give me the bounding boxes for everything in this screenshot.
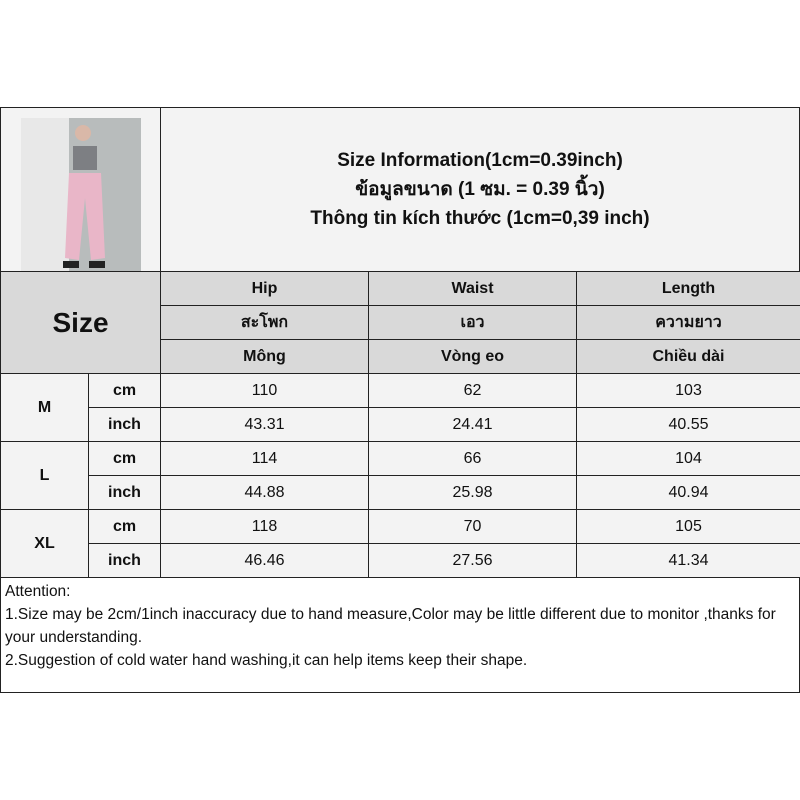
column-header-en: Hip xyxy=(160,271,369,306)
column-header-vi: Vòng eo xyxy=(368,339,577,374)
unit-inch-label: inch xyxy=(88,407,161,442)
cm-value: 62 xyxy=(368,373,577,408)
inch-value: 43.31 xyxy=(160,407,369,442)
column-header-th: เอว xyxy=(368,305,577,340)
column-header-en: Length xyxy=(576,271,800,306)
cm-value: 66 xyxy=(368,441,577,476)
title-thai: ข้อมูลขนาด (1 ซม. = 0.39 นิ้ว) xyxy=(355,179,605,200)
attention-note: Attention: 1.Size may be 2cm/1inch inacc… xyxy=(0,576,800,693)
cm-value: 70 xyxy=(368,509,577,544)
unit-inch-label: inch xyxy=(88,475,161,510)
cm-value: 118 xyxy=(160,509,369,544)
unit-inch-label: inch xyxy=(88,543,161,578)
cm-value: 104 xyxy=(576,441,800,476)
size-info-title: Size Information(1cm=0.39inch) ข้อมูลขนา… xyxy=(160,107,800,272)
cm-value: 105 xyxy=(576,509,800,544)
attention-line-1: 1.Size may be 2cm/1inch inaccuracy due t… xyxy=(5,606,776,646)
cm-value: 103 xyxy=(576,373,800,408)
size-label: M xyxy=(0,373,89,442)
column-header-en: Waist xyxy=(368,271,577,306)
cm-value: 110 xyxy=(160,373,369,408)
title-english: Size Information(1cm=0.39inch) xyxy=(337,150,623,171)
attention-heading: Attention: xyxy=(5,583,71,600)
inch-value: 40.94 xyxy=(576,475,800,510)
title-vietnamese: Thông tin kích thước (1cm=0,39 inch) xyxy=(310,208,650,229)
column-header-vi: Chiều dài xyxy=(576,339,800,374)
column-header-th: ความยาว xyxy=(576,305,800,340)
size-label: XL xyxy=(0,509,89,578)
attention-line-2: 2.Suggestion of cold water hand washing,… xyxy=(5,652,528,669)
inch-value: 24.41 xyxy=(368,407,577,442)
unit-cm-label: cm xyxy=(88,509,161,544)
cm-value: 114 xyxy=(160,441,369,476)
size-header: Size xyxy=(0,271,161,374)
size-label: L xyxy=(0,441,89,510)
column-header-th: สะโพก xyxy=(160,305,369,340)
product-photo xyxy=(21,118,141,276)
inch-value: 27.56 xyxy=(368,543,577,578)
inch-value: 46.46 xyxy=(160,543,369,578)
inch-value: 44.88 xyxy=(160,475,369,510)
product-photo-cell xyxy=(0,107,161,276)
unit-cm-label: cm xyxy=(88,441,161,476)
unit-cm-label: cm xyxy=(88,373,161,408)
inch-value: 41.34 xyxy=(576,543,800,578)
inch-value: 25.98 xyxy=(368,475,577,510)
inch-value: 40.55 xyxy=(576,407,800,442)
column-header-vi: Mông xyxy=(160,339,369,374)
